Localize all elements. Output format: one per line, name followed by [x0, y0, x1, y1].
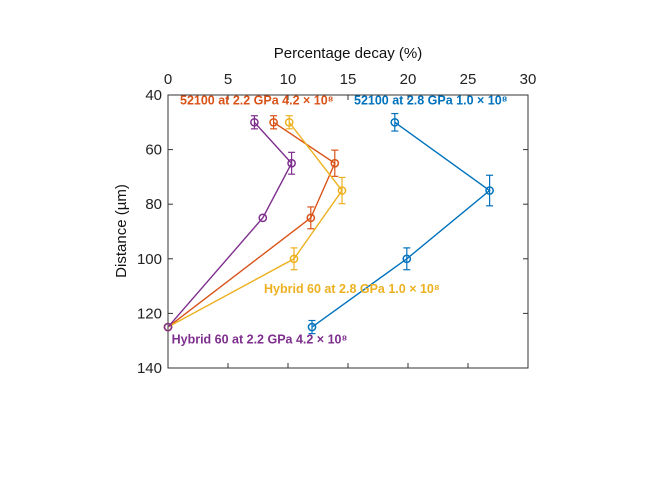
- x-tick-label: 30: [520, 71, 537, 88]
- series-annotation: Hybrid 60 at 2.8 GPa 1.0 × 10⁸: [264, 282, 440, 296]
- data-point: [289, 254, 299, 264]
- data-point: [284, 117, 294, 127]
- data-point: [250, 117, 259, 127]
- data-point: [330, 158, 340, 168]
- series-1: [307, 112, 494, 335]
- data-point: [485, 186, 494, 195]
- series-3: [163, 115, 296, 332]
- x-tick-label: 15: [340, 71, 357, 88]
- series-line: [167, 121, 343, 328]
- series-annotation: 52100 at 2.2 GPa 4.2 × 10⁸: [180, 94, 334, 108]
- data-point: [258, 213, 268, 223]
- y-axis-title: Distance (µm): [113, 184, 130, 278]
- series-layer: [163, 112, 494, 335]
- y-tick-label: 40: [145, 87, 162, 104]
- data-point: [306, 213, 316, 223]
- data-point: [287, 158, 296, 168]
- data-point: [390, 117, 400, 127]
- annotations: 52100 at 2.2 GPa 4.2 × 10⁸ 52100 at 2.8 G…: [172, 94, 508, 347]
- y-tick-label: 100: [137, 251, 162, 268]
- series-line: [311, 121, 491, 328]
- x-tick-label: 5: [224, 71, 232, 88]
- y-axis: 40 60 80 100 120 140: [137, 87, 528, 377]
- x-axis: 0 5 10 15 20 25 30: [164, 71, 537, 368]
- x-tick-label: 20: [400, 71, 417, 88]
- y-tick-label: 80: [145, 196, 162, 213]
- data-point: [269, 117, 278, 127]
- y-tick-label: 140: [137, 360, 162, 377]
- y-tick-label: 120: [137, 305, 162, 322]
- plot-area: [167, 94, 529, 369]
- data-point: [307, 322, 317, 332]
- series-annotation: Hybrid 60 at 2.2 GPa 4.2 × 10⁸: [172, 332, 348, 346]
- series-line: [167, 121, 293, 328]
- data-point: [163, 322, 173, 332]
- series-annotation: 52100 at 2.8 GPa 1.0 × 10⁸: [354, 94, 508, 108]
- data-point: [337, 186, 347, 195]
- x-tick-label: 10: [280, 71, 297, 88]
- y-tick-label: 60: [145, 142, 162, 159]
- x-tick-label: 0: [164, 71, 172, 88]
- x-axis-title: Percentage decay (%): [274, 45, 422, 62]
- data-point: [402, 254, 412, 264]
- x-tick-label: 25: [460, 71, 477, 88]
